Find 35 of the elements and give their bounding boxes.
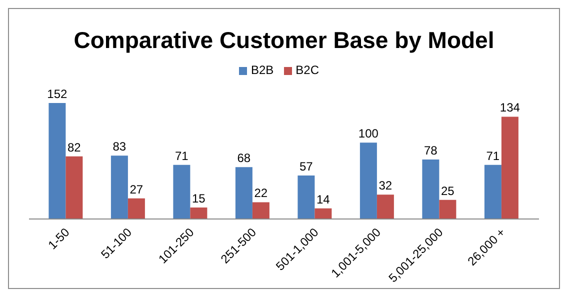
data-label: 14 <box>316 192 330 206</box>
bar <box>252 202 270 219</box>
bar <box>110 156 128 219</box>
data-label: 100 <box>358 126 379 141</box>
data-label: 57 <box>300 160 314 174</box>
legend-label: B2B <box>250 63 274 77</box>
bar <box>484 164 502 219</box>
data-label: 25 <box>441 184 455 198</box>
data-label: 71 <box>175 148 189 163</box>
data-label: 32 <box>378 178 392 193</box>
legend-label: B2C <box>296 63 320 77</box>
data-label: 82 <box>68 140 82 154</box>
bar <box>314 208 332 219</box>
data-label: 71 <box>486 148 500 163</box>
data-label: 68 <box>237 151 251 166</box>
bar <box>48 103 66 219</box>
bar <box>66 156 83 219</box>
bar <box>501 116 518 219</box>
bar <box>173 164 190 219</box>
bar <box>190 208 208 219</box>
bar <box>298 176 315 219</box>
bar <box>128 198 145 219</box>
chart-title: Comparative Customer Base by Model <box>72 27 496 55</box>
data-label: 83 <box>112 140 126 154</box>
data-label: 27 <box>130 182 144 196</box>
data-label: 15 <box>192 192 206 206</box>
bar <box>360 142 377 219</box>
bar <box>376 194 394 219</box>
bar <box>439 200 456 219</box>
bar <box>422 159 440 219</box>
bar <box>235 167 252 219</box>
data-label: 134 <box>500 100 520 115</box>
data-label: 152 <box>47 87 68 101</box>
data-label: 22 <box>254 186 268 200</box>
data-label: 78 <box>424 143 438 158</box>
